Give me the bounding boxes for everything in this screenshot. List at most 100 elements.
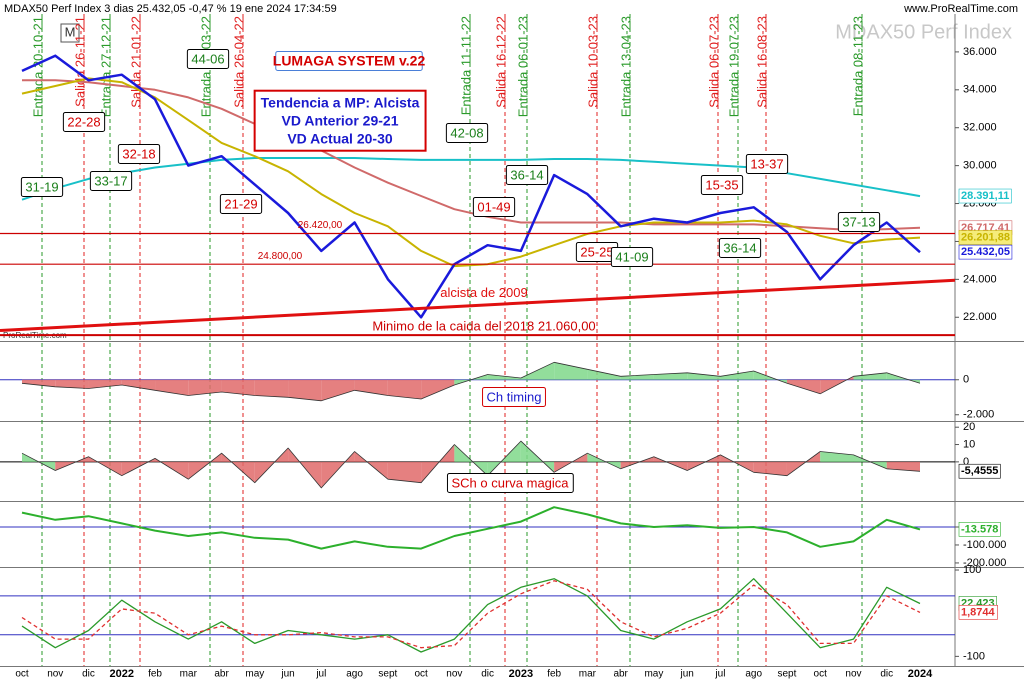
annotation-box	[718, 237, 762, 258]
trend-box-line: VD Anterior 29-21	[282, 113, 399, 129]
annotation: 01-49	[477, 199, 510, 214]
x-tick-label: jul	[315, 669, 326, 680]
header-site: www.ProRealTime.com	[903, 3, 1018, 15]
x-tick-label: abr	[214, 669, 229, 680]
annotation: 36-14	[723, 240, 756, 255]
area-segment	[387, 461, 422, 483]
annotation-box	[837, 211, 881, 232]
area-segment	[55, 379, 89, 389]
annotation-box	[89, 170, 133, 191]
series-line	[21, 361, 921, 402]
trend-box	[253, 89, 427, 152]
series-line	[22, 79, 921, 232]
series-line	[21, 580, 921, 649]
annotation-box	[482, 386, 546, 407]
x-tick-label: feb	[547, 669, 561, 680]
area-segment	[753, 461, 787, 476]
annotation: Ch timing	[487, 389, 542, 404]
level-label: 24.800,00	[258, 251, 303, 262]
x-tick-label: mar	[579, 669, 597, 680]
y-tick-label: 20	[963, 421, 975, 433]
signal-label: Salida 16-08-23	[754, 16, 769, 108]
x-tick-label: nov	[845, 669, 861, 680]
area-segment	[587, 369, 621, 380]
signal-label: Salida 10-03-23	[585, 16, 600, 108]
x-tick-label: jun	[680, 669, 694, 680]
header-title: MDAX50 Perf Index 3 dias 25.432,05 -0,47…	[4, 3, 337, 15]
value-label-box	[958, 244, 1013, 260]
signal-label: Entrada 19-07-23	[726, 16, 741, 117]
value-label-box	[958, 230, 1013, 245]
series-line	[21, 440, 921, 489]
signal-label: Entrada 06-01-23	[515, 16, 530, 117]
y-tick-label: 24.000	[963, 273, 997, 285]
trend-line	[0, 278, 956, 333]
annotation: 31-19	[25, 179, 58, 194]
signal-label: Entrada 27-12-21	[98, 16, 113, 117]
area-segment	[853, 372, 887, 380]
watermark: MDAX50 Perf Index	[835, 21, 1012, 43]
annotation-box	[700, 174, 744, 195]
x-tick-label: dic	[481, 669, 494, 680]
x-tick-label: oct	[814, 669, 828, 680]
y-tick-label: -100.000	[963, 539, 1006, 551]
y-tick-label: 22.000	[963, 311, 997, 323]
value-label: 25.432,05	[961, 246, 1010, 258]
x-tick-label: 2022	[110, 668, 134, 680]
y-tick-label: 0	[963, 456, 969, 468]
x-tick-label: feb	[148, 669, 162, 680]
signal-label: Entrada 08-11-23	[850, 16, 865, 116]
x-tick-label: ago	[745, 669, 762, 680]
annotation: 25-25	[580, 244, 613, 259]
series-line	[21, 578, 921, 653]
annotation: 32-18	[122, 146, 155, 161]
annotation: 33-17	[94, 173, 127, 188]
y-tick-label: -100	[963, 650, 985, 662]
annotation: 41-09	[615, 249, 648, 264]
annotation: 13-37	[750, 156, 783, 171]
value-label-box	[958, 522, 1001, 537]
annotation-box	[117, 143, 161, 164]
annotation: 22-28	[67, 114, 100, 129]
annotation-box	[610, 246, 654, 267]
area-segment	[188, 379, 222, 396]
series-line	[21, 506, 921, 550]
area-segment	[387, 379, 422, 399]
signal-label: Salida 06-07-23	[706, 16, 721, 108]
value-label: 26.201,88	[961, 232, 1010, 244]
area-segment	[288, 379, 322, 401]
annotation-box	[219, 193, 263, 214]
y-tick-label: 0	[963, 374, 969, 386]
value-label: -13.578	[961, 523, 998, 535]
value-label-box	[958, 188, 1012, 204]
signal-label: Salida 26-11-21	[72, 16, 87, 107]
area-segment	[554, 362, 588, 380]
x-tick-label: jun	[280, 669, 294, 680]
area-segment	[886, 461, 920, 472]
x-tick-label: nov	[446, 669, 462, 680]
x-tick-label: may	[245, 669, 264, 680]
value-label-box	[958, 463, 1001, 479]
annotation-box	[745, 153, 789, 174]
marker-button[interactable]	[60, 23, 80, 43]
x-tick-label: sept	[378, 669, 397, 680]
y-tick-label: 30.000	[963, 160, 997, 172]
y-tick-label: 32.000	[963, 122, 997, 134]
area-segment	[487, 374, 521, 380]
signal-label: Salida 16-12-22	[493, 16, 508, 108]
x-tick-label: 2024	[908, 668, 933, 680]
y-tick-label: -2.000	[963, 409, 994, 421]
x-tick-label: oct	[15, 669, 29, 680]
x-tick-label: dic	[82, 669, 95, 680]
annotation: 36-14	[510, 167, 543, 182]
x-tick-label: nov	[47, 669, 63, 680]
annotation: 44-06	[191, 51, 224, 66]
y-tick-label: 36.000	[963, 46, 997, 58]
area-segment	[520, 441, 555, 473]
x-tick-label: jul	[714, 669, 725, 680]
area-segment	[22, 379, 56, 387]
value-label: -5,4555	[961, 465, 998, 477]
annotation: 42-08	[450, 125, 483, 140]
signal-label: Entrada 11-11-22	[458, 16, 473, 115]
annotation-box	[505, 164, 549, 185]
